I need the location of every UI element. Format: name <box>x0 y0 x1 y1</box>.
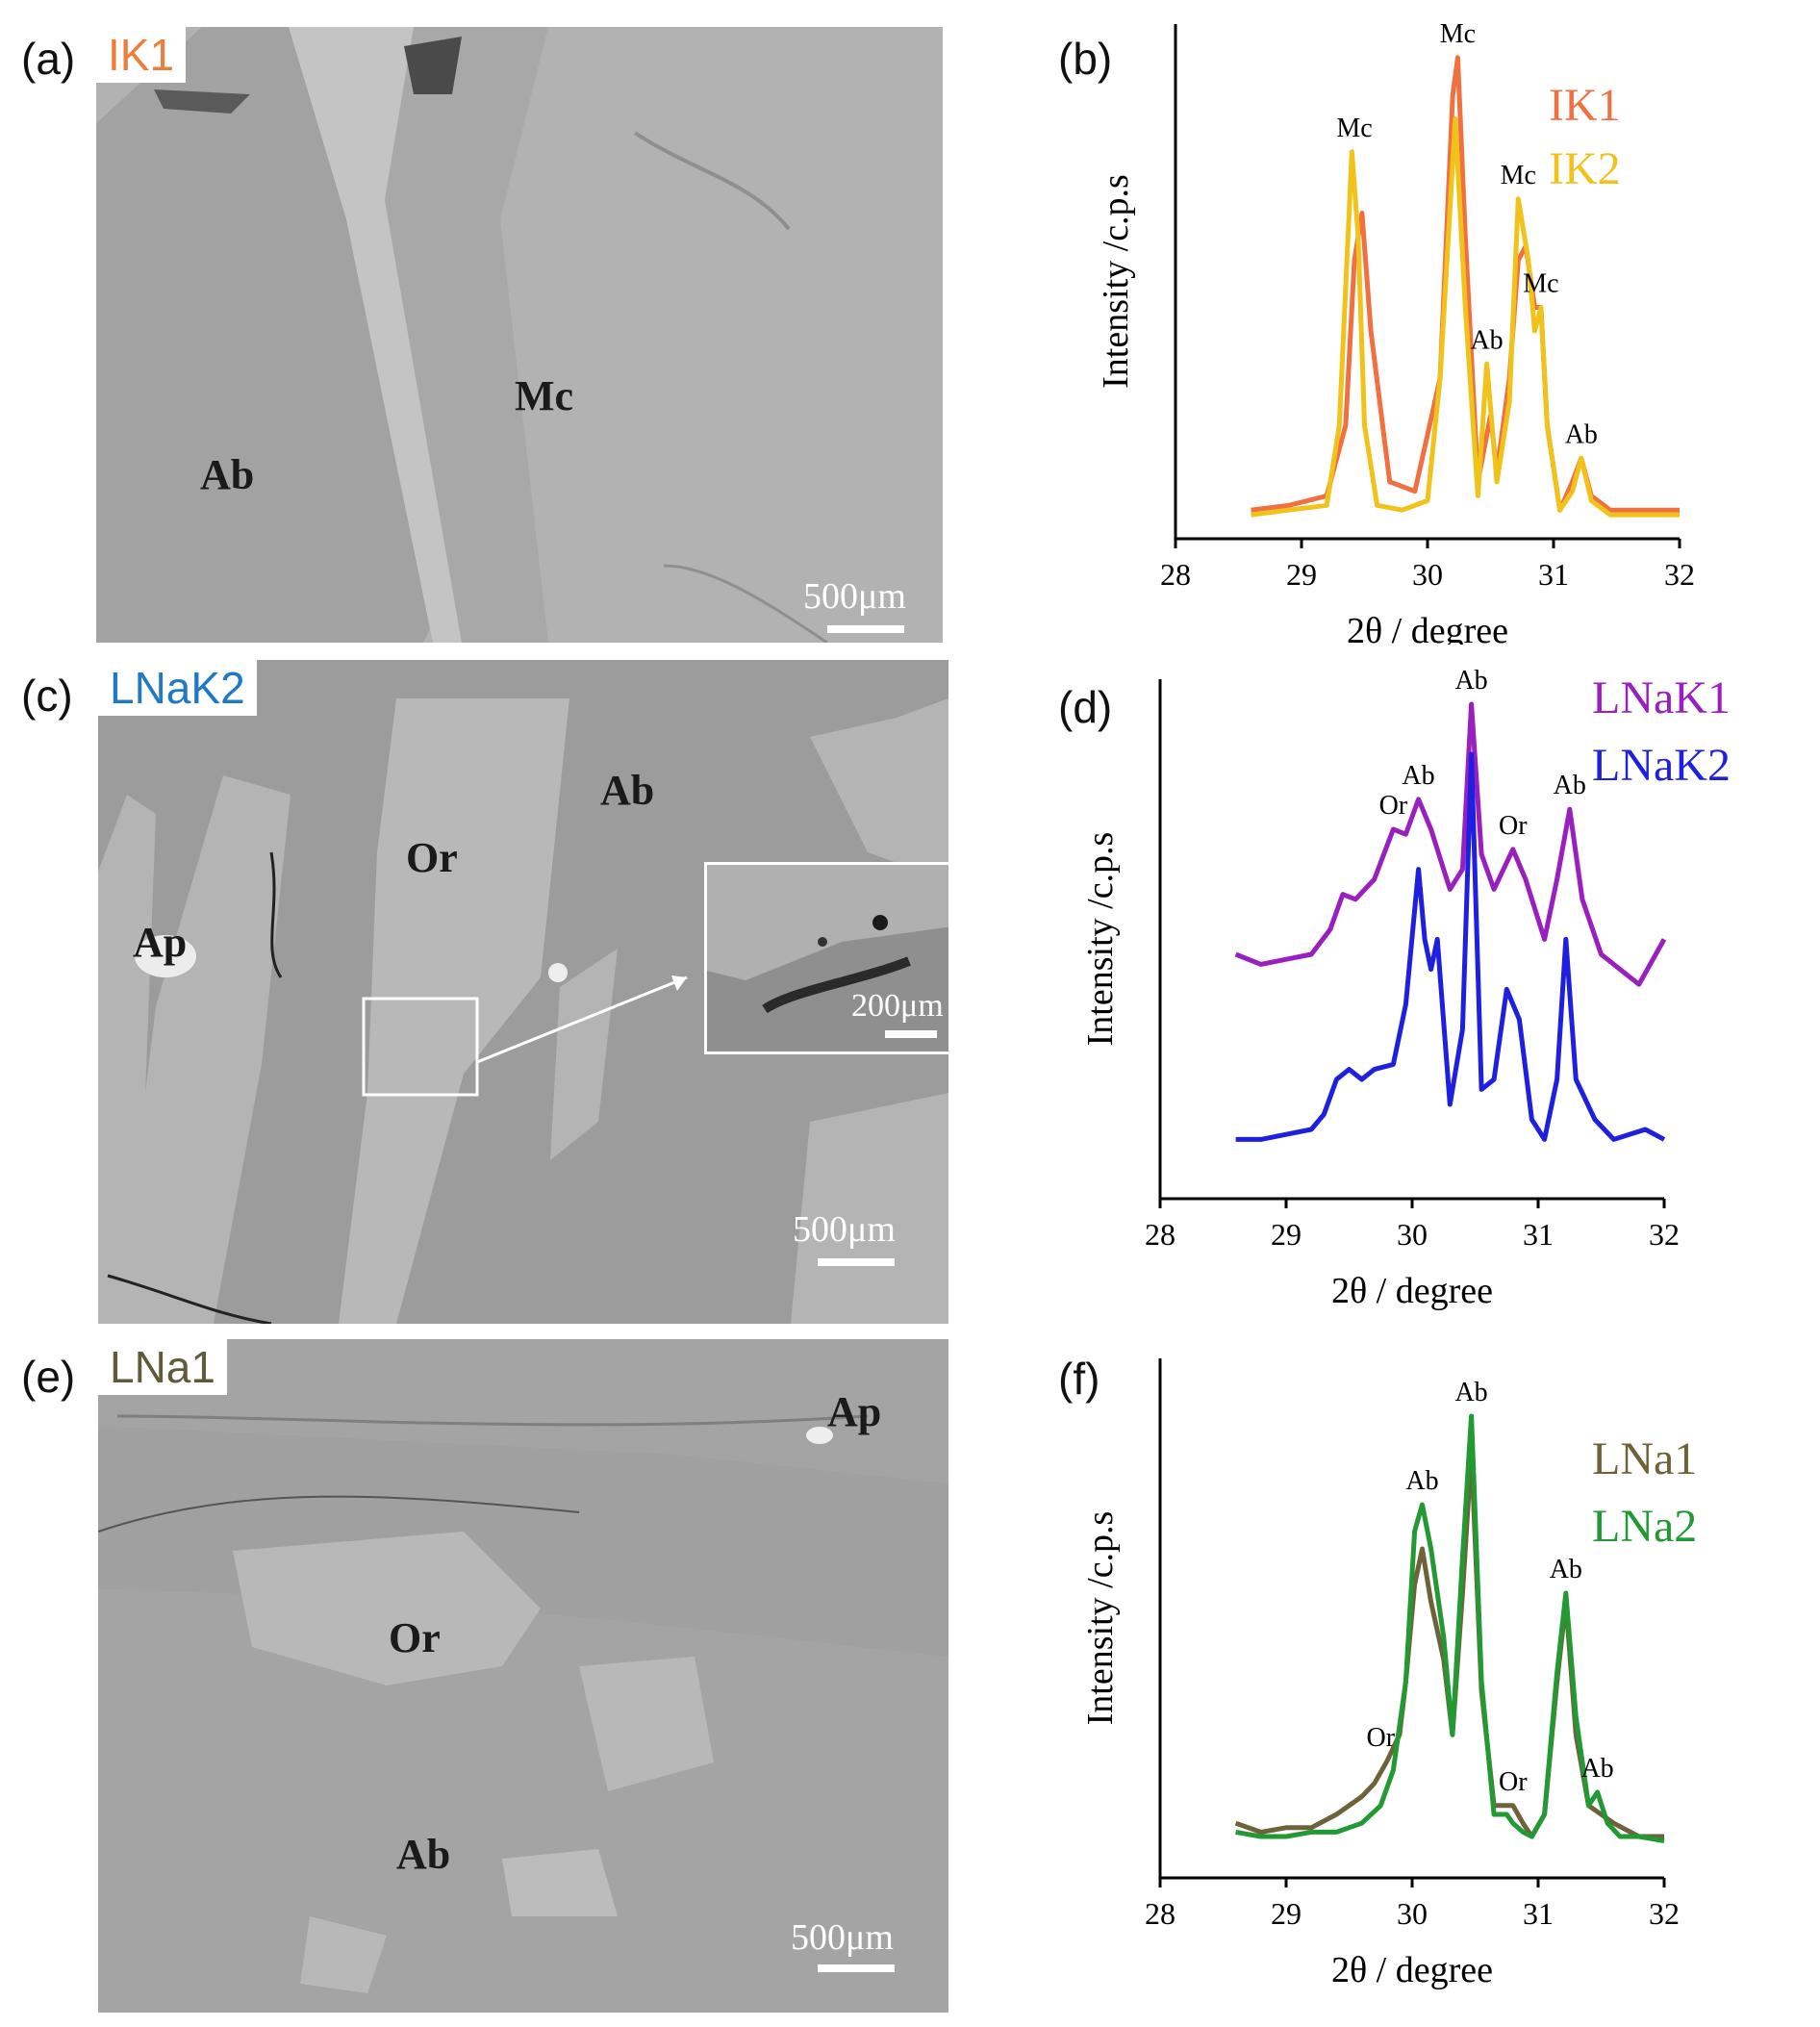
peak-label: Mc <box>1501 161 1536 190</box>
inset-scale-bar <box>885 1030 937 1038</box>
xrd-chart-d: 28 29 30 31 32 2θ / degree Intensity /c.p.s LNa… <box>1080 666 1731 1311</box>
series-line-LNa2 <box>1235 1413 1665 1844</box>
panel-label-e: (e) <box>21 1352 76 1402</box>
sem-texture-c <box>98 698 948 1324</box>
x-tick-label: 32 <box>1664 557 1695 592</box>
legend-entry: LNa1 <box>1592 1433 1697 1484</box>
peak-label: Ab <box>1580 1754 1613 1784</box>
panel-label-f: (f) <box>1058 1354 1100 1404</box>
y-axis-label: Intensity /c.p.s <box>1080 1511 1121 1726</box>
scale-bar-label: 500μm <box>791 1917 894 1958</box>
x-tick-label: 30 <box>1397 1896 1428 1931</box>
sem-texture-e <box>98 1414 948 1993</box>
scale-bar-label: 500μm <box>793 1209 896 1250</box>
peak-label: Ab <box>1454 1378 1487 1407</box>
xrd-chart-f: 28 29 30 31 32 2θ / degree Intensity /c.p.s LNa… <box>1080 1358 1697 1990</box>
sem-image-a: IK1 Ab Mc 500μm <box>96 27 943 643</box>
x-tick-label: 29 <box>1286 557 1317 592</box>
legend-entry: LNaK2 <box>1592 740 1731 791</box>
sample-label-c: LNaK2 <box>98 660 257 716</box>
series-line-IK2 <box>1251 116 1680 518</box>
sample-label-e: LNa1 <box>98 1339 227 1395</box>
legend-entry: IK1 <box>1549 80 1621 131</box>
xrd-chart-b: 28 29 30 31 32 2θ / degree Intensity /c.p.s IK1… <box>1096 19 1695 645</box>
scale-bar <box>827 625 904 633</box>
x-tick-label: 29 <box>1271 1896 1302 1931</box>
x-axis-label: 2θ / degree <box>1347 611 1508 645</box>
peak-label: Or <box>1499 811 1528 841</box>
series-line-LNaK1 <box>1234 701 1667 987</box>
scale-bar <box>818 1964 895 1972</box>
phase-label-ab: Ab <box>396 1831 451 1878</box>
panel-label-a: (a) <box>21 34 76 84</box>
inset-scale-label: 200μm <box>851 988 944 1024</box>
peak-label: Ab <box>1550 1555 1582 1584</box>
peak-label: Ab <box>1554 771 1586 800</box>
phase-label-or: Or <box>406 834 458 881</box>
peak-label: Ab <box>1454 666 1487 696</box>
phase-label-ap: Ap <box>133 919 188 966</box>
x-tick-label: 28 <box>1145 1217 1175 1252</box>
phase-label-ap: Ap <box>827 1388 882 1435</box>
peak-label: Ab <box>1470 325 1503 355</box>
x-tick-label: 31 <box>1523 1896 1554 1931</box>
phase-label-ab: Ab <box>600 767 655 814</box>
peak-label: Or <box>1379 791 1408 821</box>
x-tick-label: 32 <box>1649 1217 1680 1252</box>
scale-bar <box>818 1258 895 1266</box>
sem-image-c: LNaK2 Ab Or Ap 200μm 500μm <box>98 660 948 1324</box>
y-axis-label: Intensity /c.p.s <box>1096 174 1136 389</box>
inset-texture <box>707 865 948 1014</box>
sem-image-e: LNa1 Ap Or Ab 500μm <box>98 1339 948 2013</box>
sem-texture-a <box>96 27 828 643</box>
x-tick-label: 31 <box>1523 1217 1554 1252</box>
peak-label: Or <box>1366 1723 1395 1753</box>
sample-label-a: IK1 <box>96 27 187 83</box>
x-tick-label: 28 <box>1145 1896 1175 1931</box>
series-line-LNaK2 <box>1235 751 1666 1142</box>
peak-label: Ab <box>1405 1466 1438 1496</box>
legend-entry: LNaK1 <box>1592 672 1731 723</box>
x-axis-label: 2θ / degree <box>1331 1271 1493 1311</box>
legend-entry: IK2 <box>1549 143 1621 194</box>
sem-inset: 200μm <box>704 862 948 1054</box>
panel-label-c: (c) <box>21 671 73 721</box>
y-axis-label: Intensity /c.p.s <box>1080 832 1121 1047</box>
panel-label-d: (d) <box>1058 682 1113 732</box>
x-tick-label: 30 <box>1412 557 1443 592</box>
peak-label: Ab <box>1402 761 1434 791</box>
phase-label-mc: Mc <box>515 372 574 419</box>
scale-bar-label: 500μm <box>803 576 906 617</box>
x-tick-label: 32 <box>1649 1896 1680 1931</box>
phase-label-or: Or <box>389 1614 441 1661</box>
x-tick-label: 30 <box>1397 1217 1428 1252</box>
peak-label: Ab <box>1565 419 1598 449</box>
peak-label: Mc <box>1523 269 1558 299</box>
panel-label-b: (b) <box>1058 34 1113 84</box>
x-tick-label: 28 <box>1160 557 1191 592</box>
x-axis-label: 2θ / degree <box>1331 1950 1493 1990</box>
phase-label-ab: Ab <box>200 451 255 498</box>
legend-entry: LNa2 <box>1592 1501 1697 1552</box>
x-tick-label: 31 <box>1538 557 1569 592</box>
peak-label: Mc <box>1440 19 1476 49</box>
peak-label: Mc <box>1336 114 1372 143</box>
x-tick-label: 29 <box>1271 1217 1302 1252</box>
peak-label: Or <box>1499 1767 1528 1797</box>
